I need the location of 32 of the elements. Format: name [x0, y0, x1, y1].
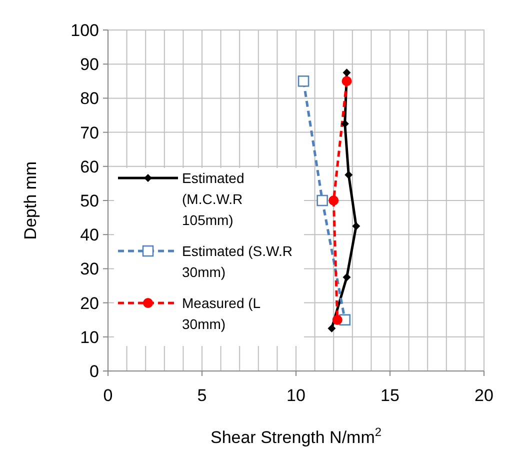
y-tick-label: 40 [80, 226, 99, 245]
x-tick-label: 10 [286, 386, 306, 405]
x-tick-label: 0 [103, 386, 113, 405]
y-tick-label: 10 [80, 328, 99, 347]
y-tick-label: 90 [80, 55, 99, 74]
point [298, 76, 310, 87]
y-tick-label: 70 [80, 123, 99, 142]
y-tick-label: 30 [80, 260, 99, 279]
y-tick-label: 80 [80, 89, 99, 108]
point [340, 120, 349, 128]
point [328, 324, 336, 332]
x-tick-label: 15 [380, 386, 400, 405]
y-tick-label: 20 [80, 294, 99, 313]
y-tick-label: 60 [80, 157, 99, 176]
point [332, 314, 342, 325]
legend-label: Measured (L 30mm) [182, 294, 261, 332]
point [344, 170, 353, 179]
legend-label: Estimated (M.C.W.R 105mm) [182, 170, 244, 228]
point [328, 196, 339, 206]
x-tick-label: 20 [474, 386, 494, 405]
y-tick-label: 100 [70, 20, 99, 40]
x-axis-title: Shear Strength N/mm$^{2}$ [210, 425, 382, 447]
point [342, 273, 351, 282]
point [342, 68, 351, 77]
point [352, 222, 360, 230]
point [342, 76, 352, 86]
y-tick-label: 0 [90, 362, 99, 381]
x-tick-label: 5 [197, 386, 207, 405]
y-tick-label: 50 [80, 191, 99, 210]
legend-label: Estimated (S.W.R 30mm) [182, 242, 292, 280]
point [316, 194, 328, 206]
y-axis-title: Depth mm [21, 161, 40, 240]
